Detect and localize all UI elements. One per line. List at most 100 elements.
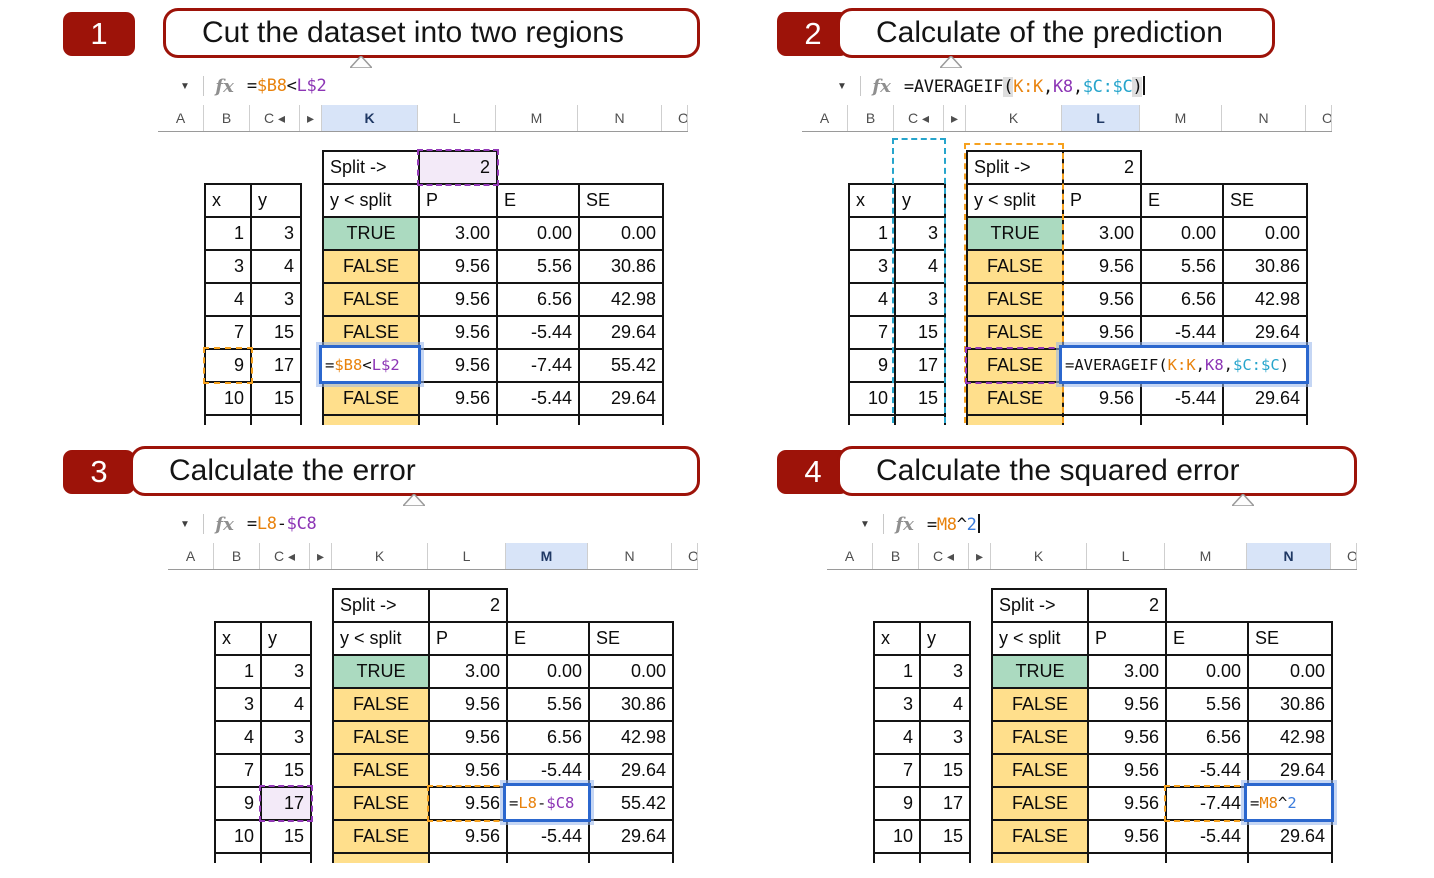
- e-cell[interactable]: -5.44: [498, 383, 580, 416]
- p-cell[interactable]: 9.56: [430, 821, 508, 854]
- e-cell[interactable]: -5.44: [1142, 383, 1224, 416]
- column-header-A[interactable]: A: [802, 105, 848, 131]
- split-value-cell[interactable]: 2: [420, 152, 498, 185]
- name-box-dropdown-icon[interactable]: ▼: [837, 80, 847, 92]
- y-cell[interactable]: 17: [252, 350, 302, 383]
- p-cell[interactable]: 9.56: [1089, 689, 1167, 722]
- y-cell[interactable]: 17: [262, 788, 312, 821]
- formula-bar[interactable]: ▼ fx =L8-$C8: [180, 510, 317, 538]
- p-cell[interactable]: 9.56: [1064, 284, 1142, 317]
- split-label-cell[interactable]: Split ->: [968, 152, 1064, 185]
- flag-cell[interactable]: FALSE: [324, 317, 420, 350]
- p-cell[interactable]: 9.56: [1064, 251, 1142, 284]
- flag-cell[interactable]: FALSE: [324, 383, 420, 416]
- flag-cell[interactable]: FALSE: [324, 284, 420, 317]
- column-header-N[interactable]: N: [588, 543, 672, 569]
- split-label-cell[interactable]: Split ->: [993, 590, 1089, 623]
- x-cell[interactable]: 7: [850, 317, 896, 350]
- x-cell[interactable]: 7: [875, 755, 921, 788]
- main-header-cell[interactable]: SE: [1224, 185, 1308, 218]
- y-cell[interactable]: 15: [262, 821, 312, 854]
- column-header-C[interactable]: C ◂: [894, 105, 944, 131]
- column-header-L[interactable]: L: [1062, 105, 1140, 131]
- column-header-K[interactable]: K: [332, 543, 428, 569]
- column-header-N[interactable]: N: [1247, 543, 1331, 569]
- y-cell[interactable]: 4: [896, 251, 946, 284]
- x-cell[interactable]: 9: [875, 788, 921, 821]
- x-cell[interactable]: 10: [875, 821, 921, 854]
- x-cell[interactable]: 7: [216, 755, 262, 788]
- editing-cell[interactable]: =AVERAGEIF(K:K, K8, $C:$C): [1059, 345, 1309, 384]
- y-cell[interactable]: 17: [896, 350, 946, 383]
- p-cell[interactable]: 3.00: [1089, 656, 1167, 689]
- column-header-N[interactable]: N: [578, 105, 662, 131]
- y-cell[interactable]: 3: [921, 656, 971, 689]
- p-cell[interactable]: 9.56: [430, 755, 508, 788]
- se-cell[interactable]: 29.64: [1249, 755, 1333, 788]
- column-header-A[interactable]: A: [158, 105, 204, 131]
- main-header-cell[interactable]: SE: [580, 185, 664, 218]
- split-value-cell[interactable]: 2: [1064, 152, 1142, 185]
- flag-cell[interactable]: TRUE: [993, 656, 1089, 689]
- main-header-cell[interactable]: P: [1064, 185, 1142, 218]
- se-cell[interactable]: 29.64: [590, 821, 674, 854]
- flag-cell[interactable]: FALSE: [968, 284, 1064, 317]
- se-cell[interactable]: 0.00: [590, 656, 674, 689]
- flag-cell[interactable]: FALSE: [334, 788, 430, 821]
- y-cell[interactable]: 3: [896, 218, 946, 251]
- se-cell[interactable]: 29.64: [580, 383, 664, 416]
- column-header-O[interactable]: O: [662, 105, 688, 131]
- se-cell[interactable]: 55.42: [590, 788, 674, 821]
- p-cell[interactable]: 9.56: [420, 284, 498, 317]
- column-header-O[interactable]: O: [672, 543, 698, 569]
- column-header-L[interactable]: L: [418, 105, 496, 131]
- formula-input[interactable]: =$B8<L$2: [247, 76, 327, 96]
- e-cell[interactable]: 6.56: [1142, 284, 1224, 317]
- main-header-cell[interactable]: y < split: [993, 623, 1089, 656]
- se-cell[interactable]: 0.00: [580, 218, 664, 251]
- column-header-B[interactable]: B: [204, 105, 250, 131]
- split-value-cell[interactable]: 2: [430, 590, 508, 623]
- main-header-cell[interactable]: y < split: [968, 185, 1064, 218]
- flag-cell[interactable]: TRUE: [968, 218, 1064, 251]
- column-header-M[interactable]: M: [1165, 543, 1247, 569]
- editing-cell[interactable]: = $B8 < L$2: [319, 345, 421, 384]
- flag-cell[interactable]: FALSE: [334, 821, 430, 854]
- y-cell[interactable]: 15: [921, 755, 971, 788]
- e-cell[interactable]: -5.44: [1167, 755, 1249, 788]
- column-header-K[interactable]: K: [991, 543, 1087, 569]
- e-cell[interactable]: -5.44: [498, 317, 580, 350]
- e-cell[interactable]: 5.56: [498, 251, 580, 284]
- y-cell[interactable]: 15: [921, 821, 971, 854]
- p-cell[interactable]: 9.56: [1089, 788, 1167, 821]
- main-header-cell[interactable]: E: [508, 623, 590, 656]
- se-cell[interactable]: 29.64: [580, 317, 664, 350]
- x-cell[interactable]: 10: [216, 821, 262, 854]
- xy-header-cell[interactable]: y: [896, 185, 946, 218]
- se-cell[interactable]: 29.64: [590, 755, 674, 788]
- se-cell[interactable]: 42.98: [1249, 722, 1333, 755]
- y-cell[interactable]: 15: [896, 383, 946, 416]
- flag-cell[interactable]: FALSE: [993, 788, 1089, 821]
- main-header-cell[interactable]: SE: [1249, 623, 1333, 656]
- se-cell[interactable]: 0.00: [1249, 656, 1333, 689]
- main-header-cell[interactable]: P: [420, 185, 498, 218]
- se-cell[interactable]: 55.42: [580, 350, 664, 383]
- flag-cell[interactable]: FALSE: [968, 350, 1064, 383]
- x-cell[interactable]: 1: [216, 656, 262, 689]
- column-header-B[interactable]: B: [873, 543, 919, 569]
- y-cell[interactable]: 15: [252, 383, 302, 416]
- split-label-cell[interactable]: Split ->: [324, 152, 420, 185]
- name-box-dropdown-icon[interactable]: ▼: [180, 80, 190, 92]
- y-cell[interactable]: 3: [252, 218, 302, 251]
- se-cell[interactable]: 0.00: [1224, 218, 1308, 251]
- y-cell[interactable]: 15: [252, 317, 302, 350]
- flag-cell[interactable]: FALSE: [993, 821, 1089, 854]
- p-cell[interactable]: 3.00: [430, 656, 508, 689]
- name-box-dropdown-icon[interactable]: ▼: [860, 518, 870, 530]
- column-header-▸[interactable]: ▸: [310, 543, 332, 569]
- y-cell[interactable]: 3: [262, 722, 312, 755]
- formula-input[interactable]: =L8-$C8: [247, 514, 317, 534]
- se-cell[interactable]: 30.86: [1249, 689, 1333, 722]
- column-header-M[interactable]: M: [496, 105, 578, 131]
